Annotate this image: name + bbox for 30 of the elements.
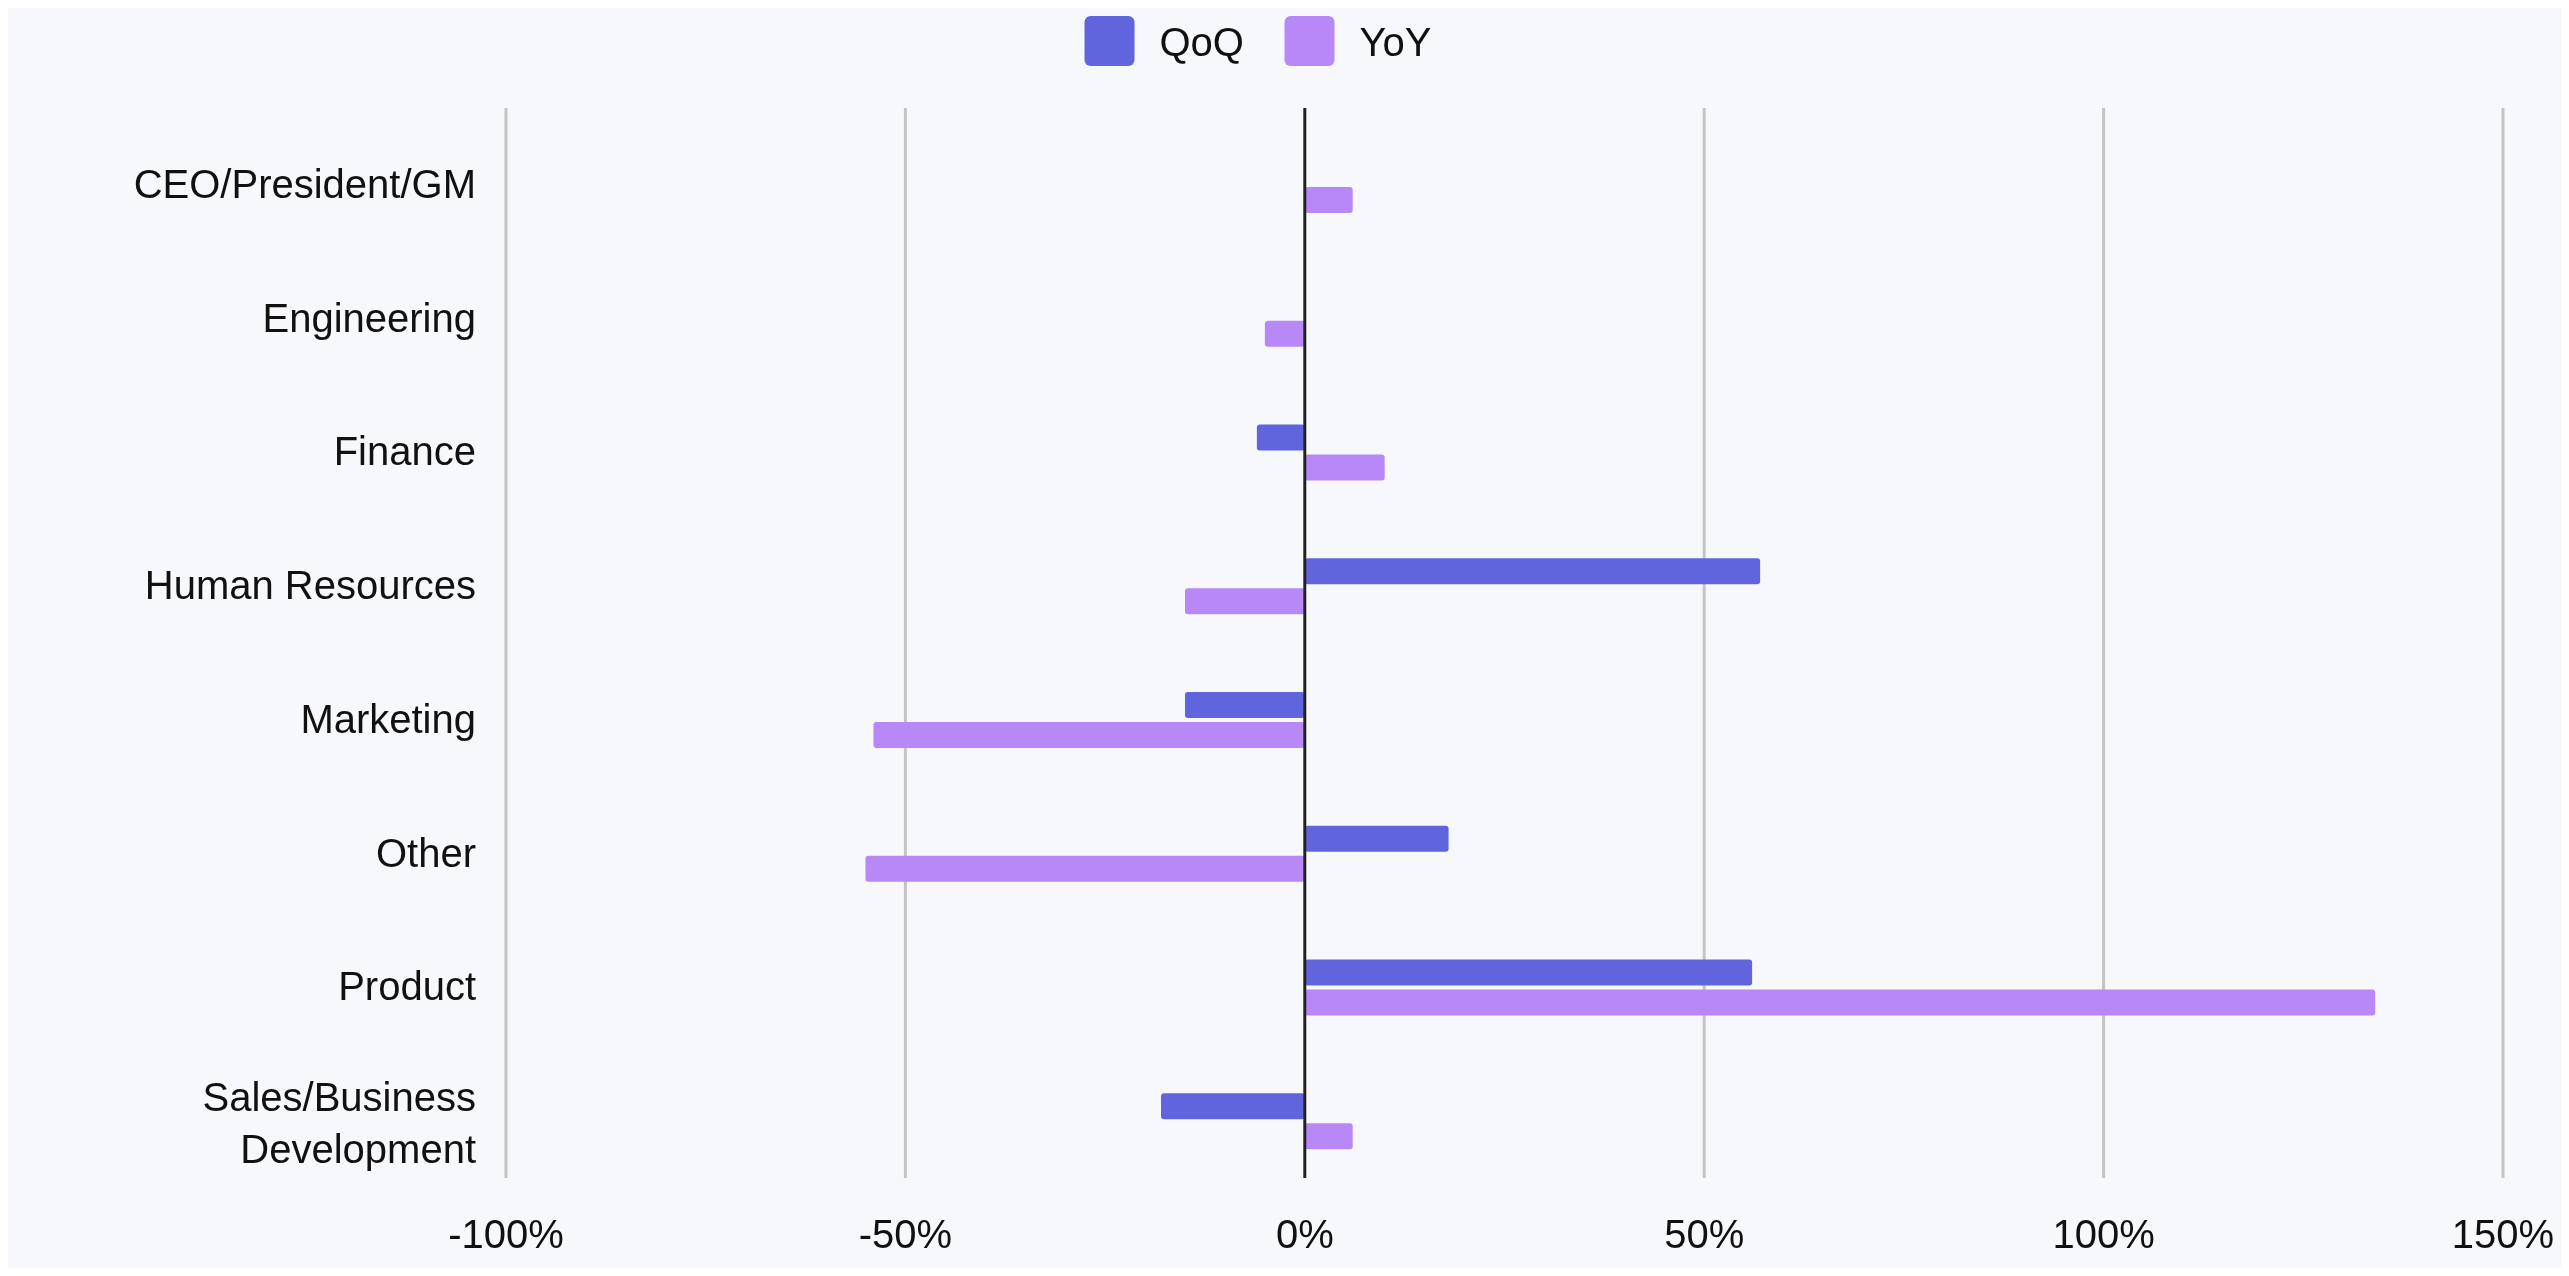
- bar: [1161, 1093, 1305, 1120]
- bar: [1256, 424, 1305, 451]
- bar: [865, 855, 1305, 882]
- x-tick-label: 0%: [1275, 1212, 1334, 1256]
- bar: [1304, 989, 2376, 1016]
- bar: [1304, 454, 1385, 481]
- x-tick-label: -50%: [858, 1212, 953, 1256]
- x-tick-label: 50%: [1664, 1212, 1745, 1256]
- x-tick-label: 150%: [2451, 1212, 2555, 1256]
- y-tick-label: Finance: [333, 429, 476, 474]
- bar: [1304, 1123, 1353, 1150]
- legend-label: QoQ: [1159, 20, 1244, 64]
- y-tick-label: Marketing: [300, 696, 476, 741]
- bar: [1184, 588, 1305, 615]
- bar: [1304, 959, 1753, 986]
- bar: [1304, 186, 1353, 213]
- y-tick-label: Human Resources: [144, 563, 476, 608]
- y-tick-label: Sales/Business Development: [202, 1075, 476, 1172]
- y-tick-label: CEO/President/GM: [133, 161, 476, 206]
- bar: [1184, 691, 1305, 718]
- y-tick-label: Product: [338, 964, 476, 1009]
- bar: [1304, 558, 1761, 585]
- x-tick-label: 100%: [2052, 1212, 2155, 1256]
- bar: [1264, 320, 1305, 347]
- y-tick-label: Other: [375, 830, 476, 875]
- legend-label: YoY: [1359, 20, 1432, 64]
- bar: [1304, 825, 1449, 852]
- x-tick-label: -100%: [448, 1212, 564, 1256]
- y-tick-label: Engineering: [262, 295, 476, 340]
- bar: [873, 721, 1305, 748]
